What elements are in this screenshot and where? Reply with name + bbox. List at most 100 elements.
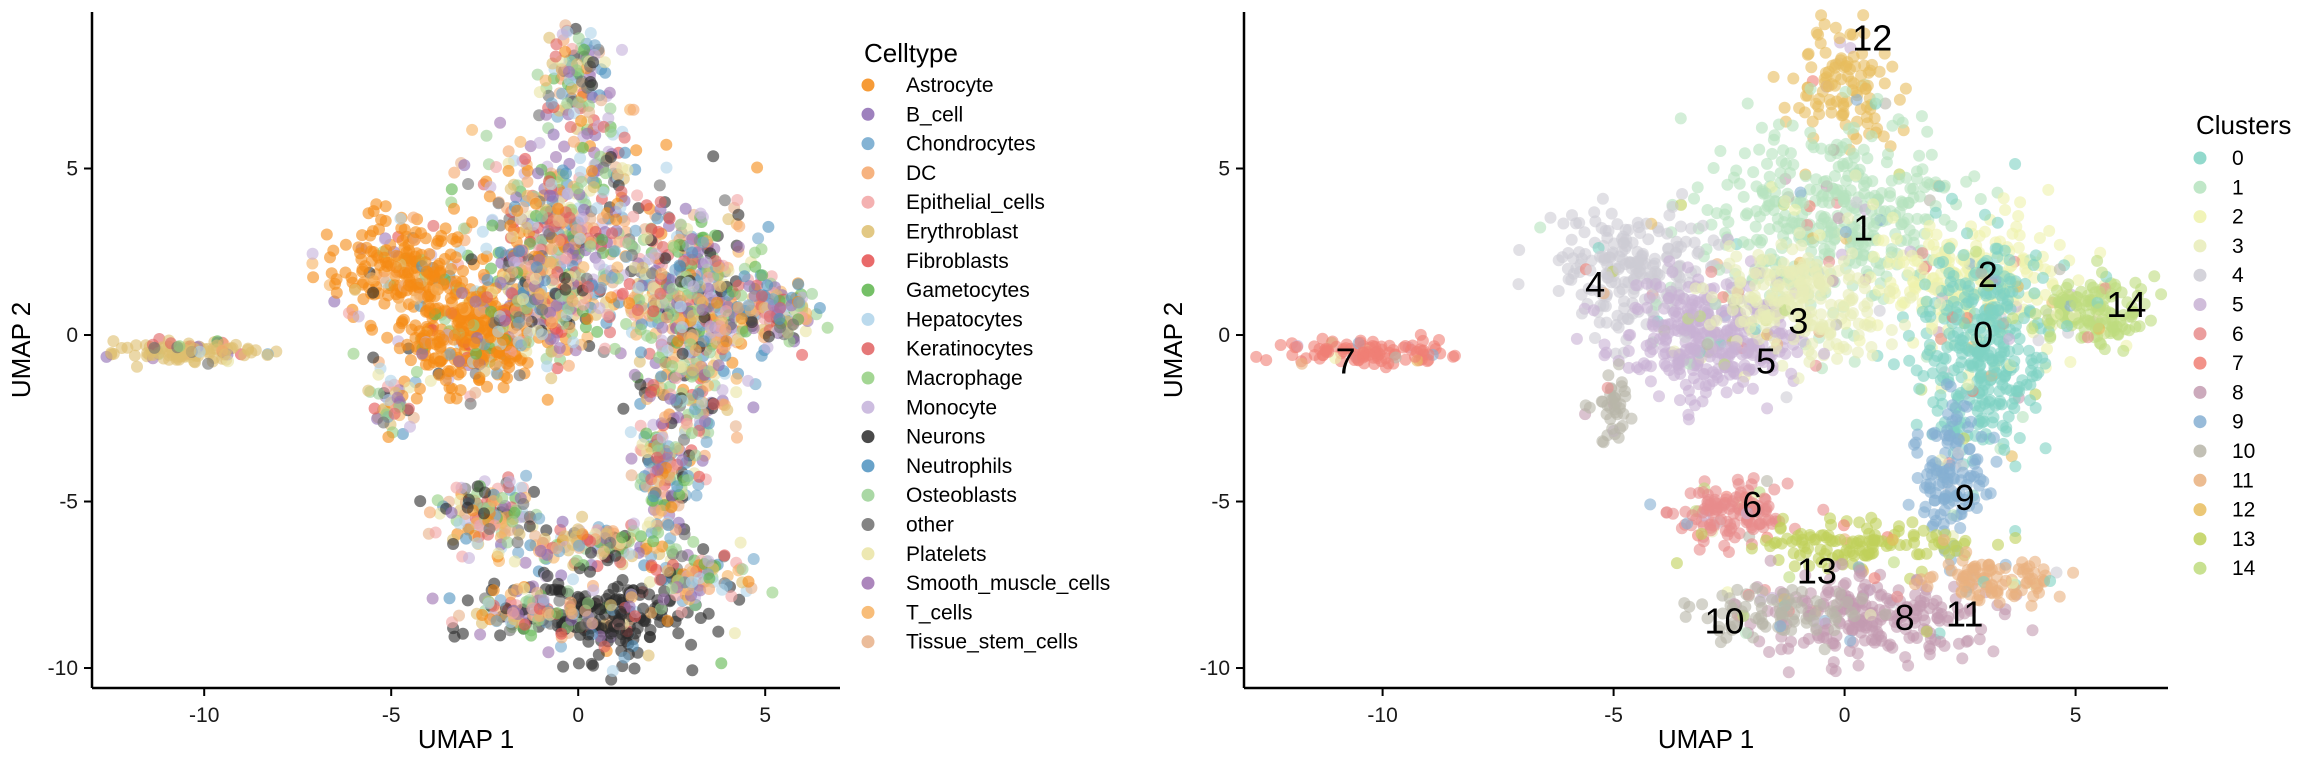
data-point [561,187,574,200]
data-point [1534,221,1547,234]
data-point [605,291,618,304]
data-point [1820,175,1833,187]
data-point [635,472,648,485]
data-point [1688,236,1701,249]
data-point [604,125,617,138]
data-point [1992,304,2005,316]
data-point [623,600,636,613]
legend-swatch [861,107,875,121]
data-point [456,627,469,640]
data-point [674,300,687,313]
data-point [742,374,755,387]
data-point [1566,209,1578,222]
data-point [1626,236,1639,249]
data-point [566,294,579,307]
data-point [643,588,656,601]
data-point [681,474,694,487]
data-point [1850,132,1863,145]
data-point [306,247,319,260]
data-point [2081,331,2094,344]
legend-label: Neutrophils [906,455,1012,478]
data-point [707,398,720,411]
data-point [1903,354,1916,367]
data-point [1885,324,1898,336]
data-point [508,555,521,568]
data-point [545,372,558,385]
data-point [514,135,527,148]
data-point [821,321,834,334]
data-point [1974,370,1987,383]
data-point [519,556,532,569]
data-point [1910,364,1923,377]
data-point [582,280,595,293]
data-point [542,646,555,659]
data-point [1674,394,1686,407]
data-point [659,252,672,265]
data-point [1903,266,1915,279]
data-point [672,334,685,347]
data-point [1867,198,1880,211]
data-point [685,427,698,440]
data-point [645,331,658,344]
data-point [561,97,574,110]
legend-swatch [861,518,875,531]
data-point [1943,327,1956,340]
data-point [587,181,600,194]
data-point [622,237,635,250]
data-point [617,402,630,415]
data-point [676,347,689,360]
data-point [2000,425,2013,438]
data-point [631,622,644,635]
data-point [537,593,550,606]
legend-label: Astrocyte [906,74,994,97]
data-point [572,32,585,45]
legend-label: Erythroblast [906,221,1018,244]
data-point [419,256,432,269]
data-point [649,248,662,260]
data-point [751,161,764,174]
data-point [1982,383,1995,396]
data-point [1763,223,1776,235]
data-point [1925,148,1938,161]
data-point [1856,47,1869,60]
data-point [1852,329,1865,341]
data-point [444,365,457,378]
data-point [729,420,742,433]
data-point [545,178,558,191]
data-point [1766,147,1779,160]
data-point [1878,47,1891,60]
data-point [1720,203,1733,216]
data-point [377,271,390,284]
data-point [2029,308,2042,320]
data-point [572,96,585,109]
data-point [551,607,564,620]
data-point [347,347,360,360]
data-point [478,507,490,520]
data-point [394,212,407,225]
data-point [1663,209,1676,222]
data-point [472,356,485,369]
data-point [645,385,658,398]
data-point [1979,336,1992,349]
data-point [2012,210,2025,222]
data-point [630,144,643,157]
data-point [618,651,631,664]
data-point [1839,85,1852,98]
data-point [2029,249,2042,262]
data-point [497,381,510,394]
legend-label: Gametocytes [906,279,1030,302]
data-point [529,272,542,285]
data-point [1923,305,1936,318]
data-point [2072,274,2085,287]
legend-swatch [861,488,875,502]
data-point [450,275,463,288]
data-point [367,351,380,364]
data-point [533,512,546,525]
data-point [553,594,566,607]
data-point [2032,366,2045,379]
data-point [443,348,456,361]
data-point [2013,432,2026,444]
data-point [685,638,698,651]
data-point [1939,352,1952,365]
x-tick-label: -5 [382,704,401,727]
